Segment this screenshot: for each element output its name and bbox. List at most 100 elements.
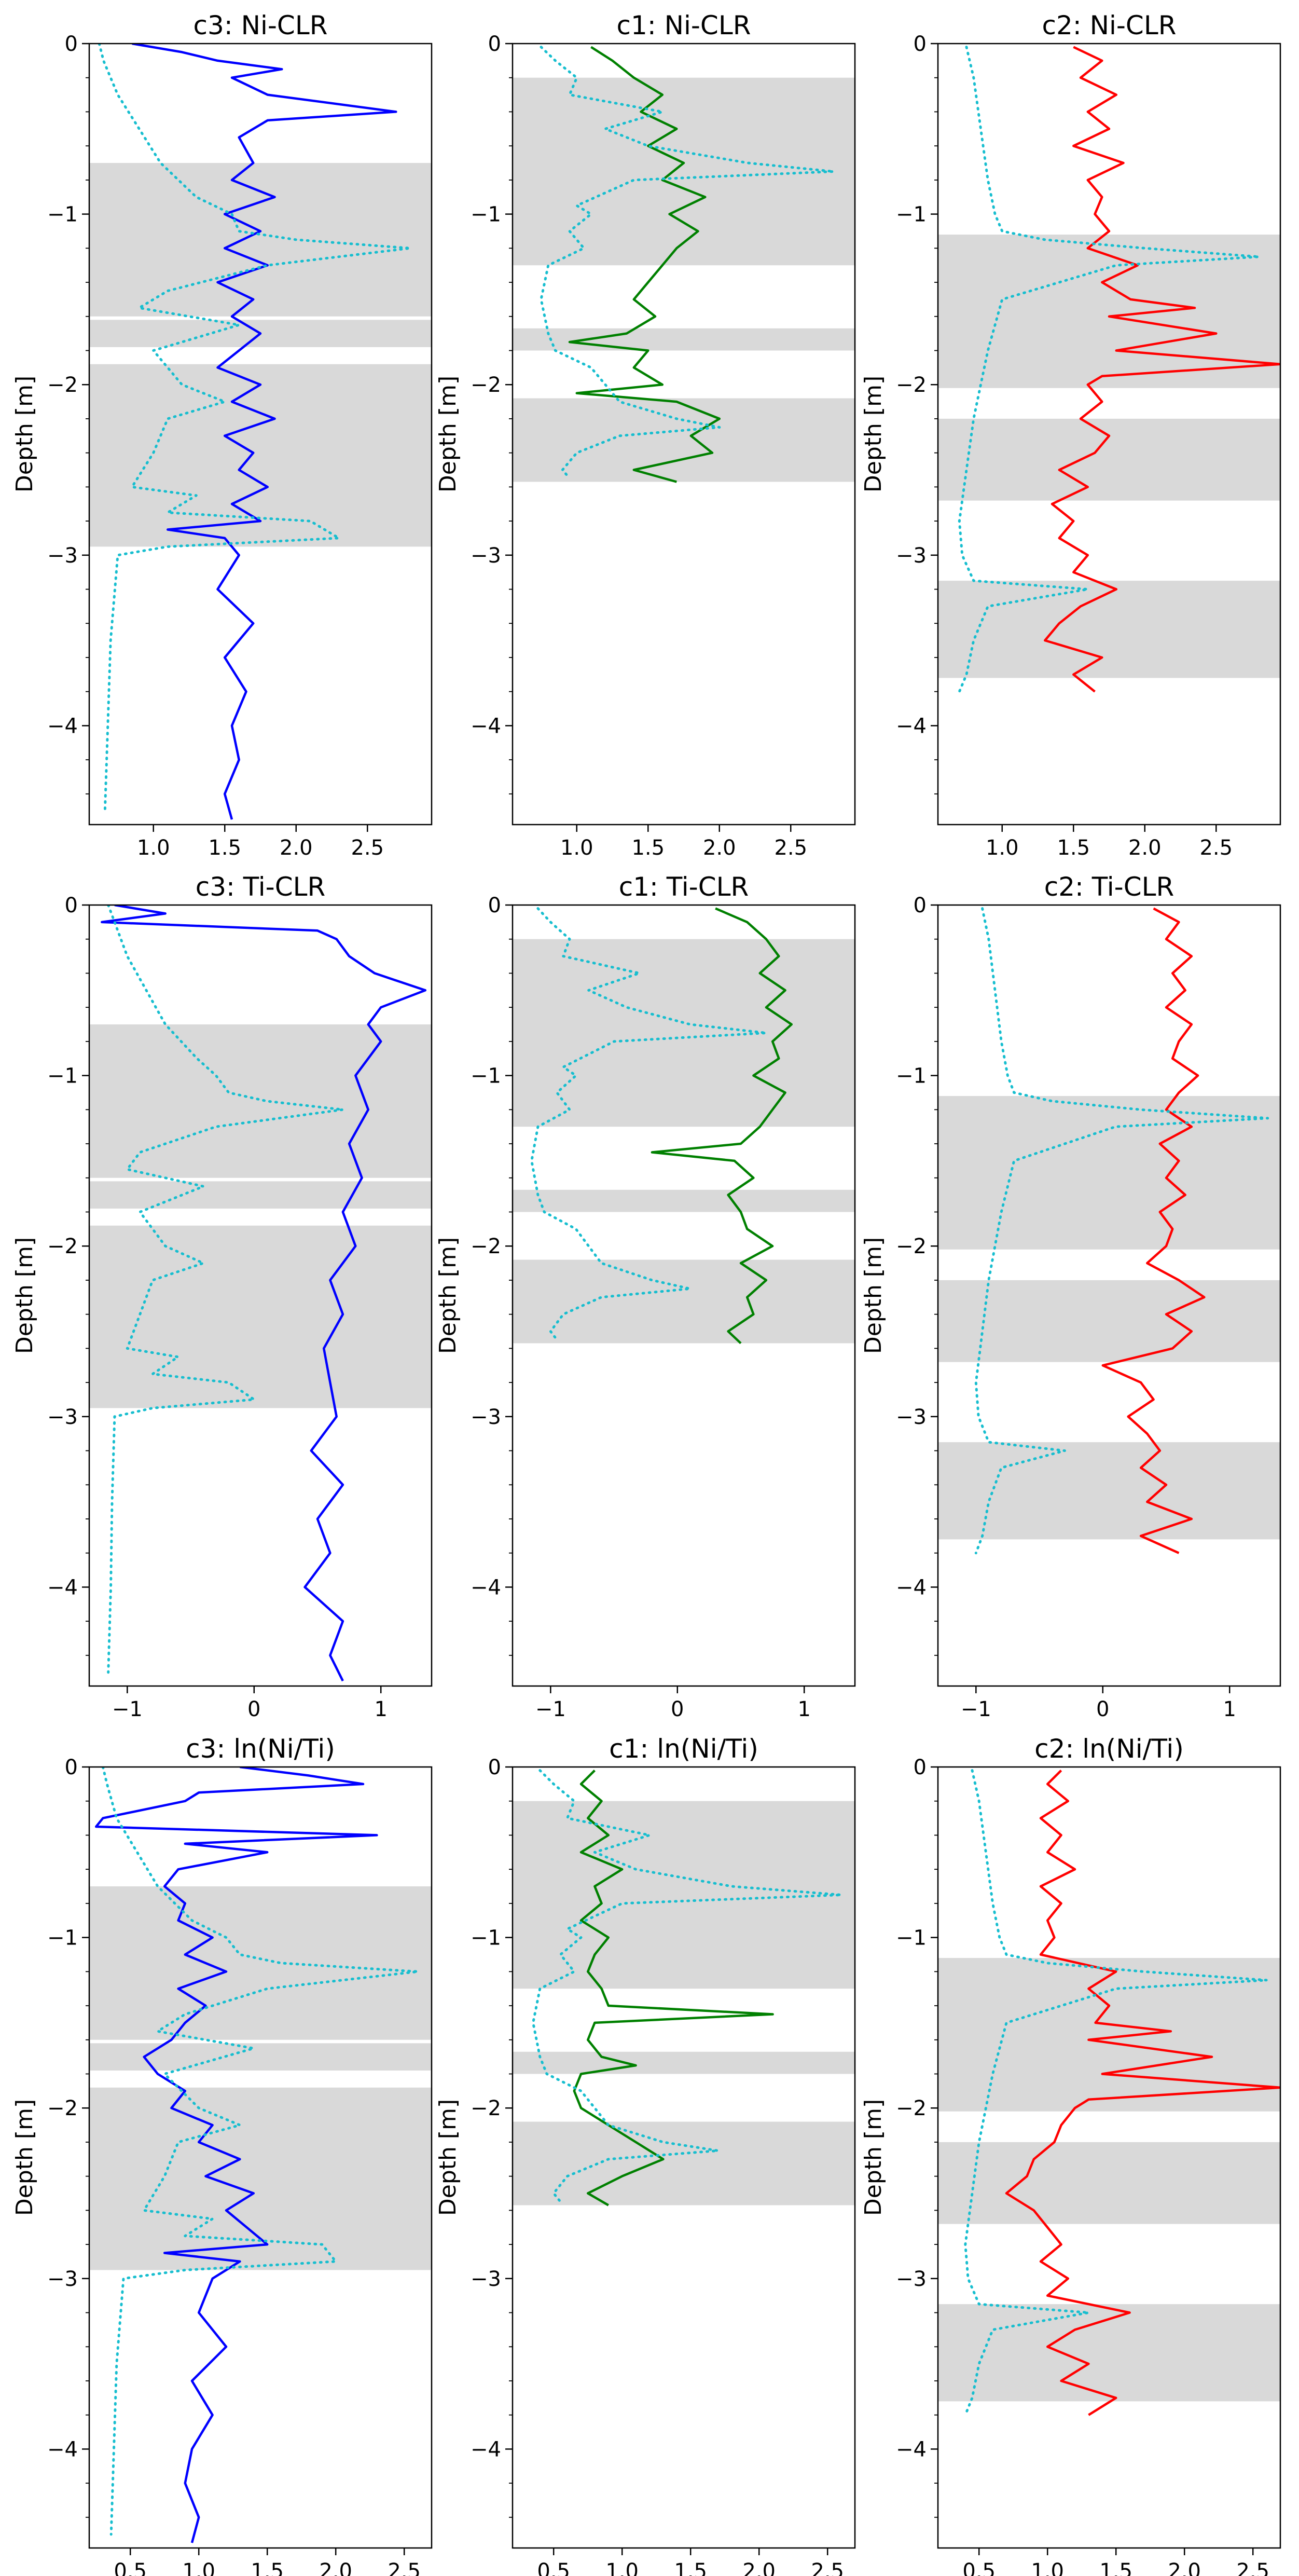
reference-dotted-line [530, 907, 768, 1341]
y-axis-label: Depth [m] [860, 376, 887, 492]
shaded-interval [89, 364, 432, 547]
x-tick-label: 1.5 [251, 2559, 284, 2576]
reference-dotted-line [107, 905, 344, 1674]
x-tick-label: −1 [535, 1697, 566, 1721]
y-tick-label: −2 [471, 373, 501, 397]
y-tick-label: 0 [488, 894, 501, 917]
shaded-interval [513, 77, 855, 266]
y-tick-label: −1 [896, 203, 927, 227]
chart-panel-3: c2: Ni-CLR Depth [m] 0 −1 −2 −3 −4 1.0 1.5 2.0 2.5 [860, 10, 1281, 860]
x-tick-label: 2.0 [1168, 2559, 1201, 2576]
x-tick-label: −1 [961, 1697, 991, 1721]
y-tick-label: −1 [896, 1926, 927, 1950]
series-line [1005, 1770, 1280, 2416]
x-tick-label: 1.0 [1031, 2559, 1064, 2576]
y-tick-label: −2 [47, 373, 78, 397]
x-tick-label: 2.0 [280, 836, 313, 860]
shaded-interval [938, 1096, 1280, 1250]
series-line [573, 1770, 774, 2207]
x-tick-label: 2.0 [742, 2559, 776, 2576]
x-tick-label: 1 [374, 1697, 387, 1721]
shaded-interval [513, 398, 855, 482]
y-axis-label: Depth [m] [11, 2099, 38, 2216]
y-tick-label: −1 [471, 1926, 501, 1950]
x-tick-label: 0 [1096, 1697, 1109, 1721]
y-tick-label: −3 [471, 544, 501, 568]
x-tick-label: 2.5 [811, 2559, 844, 2576]
chart-panel-2: c1: Ni-CLR Depth [m] 0 −1 −2 −3 −4 1.0 1.5 2.0 2.5 [435, 10, 856, 860]
chart-panel-7: c3: ln(Ni/Ti) Depth [m] 0 −1 −2 −3 −4 0.5 1.0 1.5… [11, 1734, 433, 2576]
y-tick-label: 0 [914, 32, 927, 56]
y-tick-label: −4 [471, 714, 501, 738]
y-tick-label: −3 [47, 1405, 78, 1429]
shaded-interval [513, 1259, 855, 1344]
y-tick-label: −4 [896, 2437, 927, 2461]
chart-title: c2: ln(Ni/Ti) [1034, 1734, 1184, 1764]
shaded-interval [513, 939, 855, 1127]
y-tick-label: −1 [47, 1926, 78, 1950]
shaded-interval [938, 235, 1280, 388]
shaded-interval [89, 1886, 432, 2040]
axes-frame [512, 1766, 856, 2549]
x-tick-label: 2.5 [388, 2559, 421, 2576]
reference-dotted-line [958, 46, 1261, 693]
series-line [94, 1767, 378, 2543]
y-tick-label: −4 [896, 1575, 927, 1599]
y-tick-label: −1 [47, 1064, 78, 1088]
chart-panel-6: c2: Ti-CLR Depth [m] 0 −1 −2 −3 −4 −1 0 1 [860, 872, 1281, 1721]
y-axis-label: Depth [m] [11, 1237, 38, 1354]
y-tick-label: 0 [488, 1756, 501, 1779]
series-line [568, 46, 721, 483]
x-tick-label: 1.5 [631, 836, 665, 860]
y-tick-label: −2 [471, 2097, 501, 2120]
reference-dotted-line [532, 1769, 843, 2203]
y-tick-label: −2 [47, 2097, 78, 2120]
y-tick-label: −3 [896, 2267, 927, 2291]
x-tick-label: 1.5 [674, 2559, 707, 2576]
shaded-interval [513, 2121, 855, 2205]
axes-frame [937, 904, 1281, 1687]
x-tick-label: 1.0 [137, 836, 170, 860]
axes-frame [512, 43, 856, 826]
reference-dotted-line [98, 44, 412, 813]
shaded-interval [938, 418, 1280, 501]
x-tick-label: 1.0 [182, 2559, 215, 2576]
x-tick-label: 1 [1223, 1697, 1236, 1721]
chart-title: c3: ln(Ni/Ti) [186, 1734, 335, 1764]
chart-panel-8: c1: ln(Ni/Ti) Depth [m] 0 −1 −2 −3 −4 0.5 1.0 1.5… [435, 1734, 856, 2576]
series-line [1101, 907, 1206, 1554]
x-tick-label: 1.0 [605, 2559, 639, 2576]
x-tick-label: 1.5 [1099, 2559, 1132, 2576]
y-tick-label: −2 [47, 1235, 78, 1258]
x-tick-label: 0.5 [114, 2559, 147, 2576]
chart-panel-4: c3: Ti-CLR Depth [m] 0 −1 −2 −3 −4 −1 0 1 [11, 872, 433, 1721]
y-tick-label: 0 [65, 32, 78, 56]
chart-title: c1: Ti-CLR [619, 872, 749, 902]
shaded-interval [938, 1280, 1280, 1362]
y-tick-label: −3 [471, 2267, 501, 2291]
axes-frame [88, 43, 433, 826]
x-tick-label: 2.0 [1128, 836, 1162, 860]
y-tick-label: −4 [471, 1575, 501, 1599]
shaded-interval [513, 2051, 855, 2074]
shaded-interval [938, 1958, 1280, 2112]
x-tick-label: 0 [671, 1697, 684, 1721]
shaded-interval [938, 581, 1280, 678]
y-tick-label: −3 [896, 544, 927, 568]
x-tick-label: 0.5 [537, 2559, 570, 2576]
x-tick-label: 2.5 [1199, 836, 1233, 860]
y-tick-label: −3 [47, 2267, 78, 2291]
y-tick-label: 0 [914, 1756, 927, 1779]
y-tick-label: 0 [488, 32, 501, 56]
chart-title: c2: Ni-CLR [1042, 10, 1177, 40]
shaded-interval [938, 1442, 1280, 1540]
y-tick-label: −4 [47, 714, 78, 738]
chart-title: c3: Ni-CLR [194, 10, 328, 40]
series-line [1044, 46, 1280, 693]
y-tick-label: 0 [65, 894, 78, 917]
shaded-interval [89, 1225, 432, 1408]
x-tick-label: 0 [247, 1697, 260, 1721]
x-tick-label: 1.0 [560, 836, 593, 860]
shaded-interval [513, 328, 855, 351]
y-axis-label: Depth [m] [11, 376, 38, 492]
